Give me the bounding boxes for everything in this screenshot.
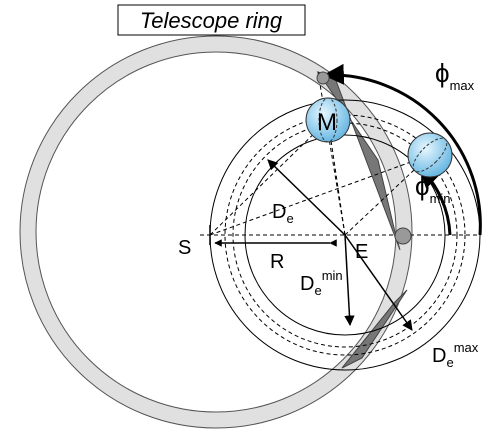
moon-meridian <box>318 97 338 143</box>
telescope-position <box>394 227 412 245</box>
de-min-label: Demin <box>300 268 343 298</box>
radius-label: R <box>270 251 284 273</box>
title-box <box>117 4 306 36</box>
moon-label: M <box>317 109 337 136</box>
earth-label: E <box>355 241 368 263</box>
label-part: e <box>314 283 321 298</box>
phi-min-label: ϕmin <box>415 171 451 206</box>
phi-max-label: ϕmax <box>435 58 475 93</box>
telescope-position <box>316 71 330 85</box>
label-part: D <box>300 273 314 295</box>
label-part: D <box>432 345 446 367</box>
label-part: e <box>446 355 453 370</box>
label-part: ϕ <box>435 58 450 88</box>
label-part: min <box>322 268 343 283</box>
ring-segment <box>341 289 408 369</box>
title: Telescope ring <box>140 8 283 33</box>
de-max-label: Demax <box>432 340 479 370</box>
de-label: De <box>272 201 294 226</box>
label-part: max <box>454 340 479 355</box>
moon <box>407 132 453 178</box>
label-part: min <box>430 191 451 206</box>
sun-label: S <box>178 237 191 259</box>
label-part: e <box>286 211 293 226</box>
label-part: max <box>450 78 475 93</box>
label-part: D <box>272 201 286 223</box>
moon-meridian <box>412 137 448 173</box>
label-part: ϕ <box>415 171 430 201</box>
